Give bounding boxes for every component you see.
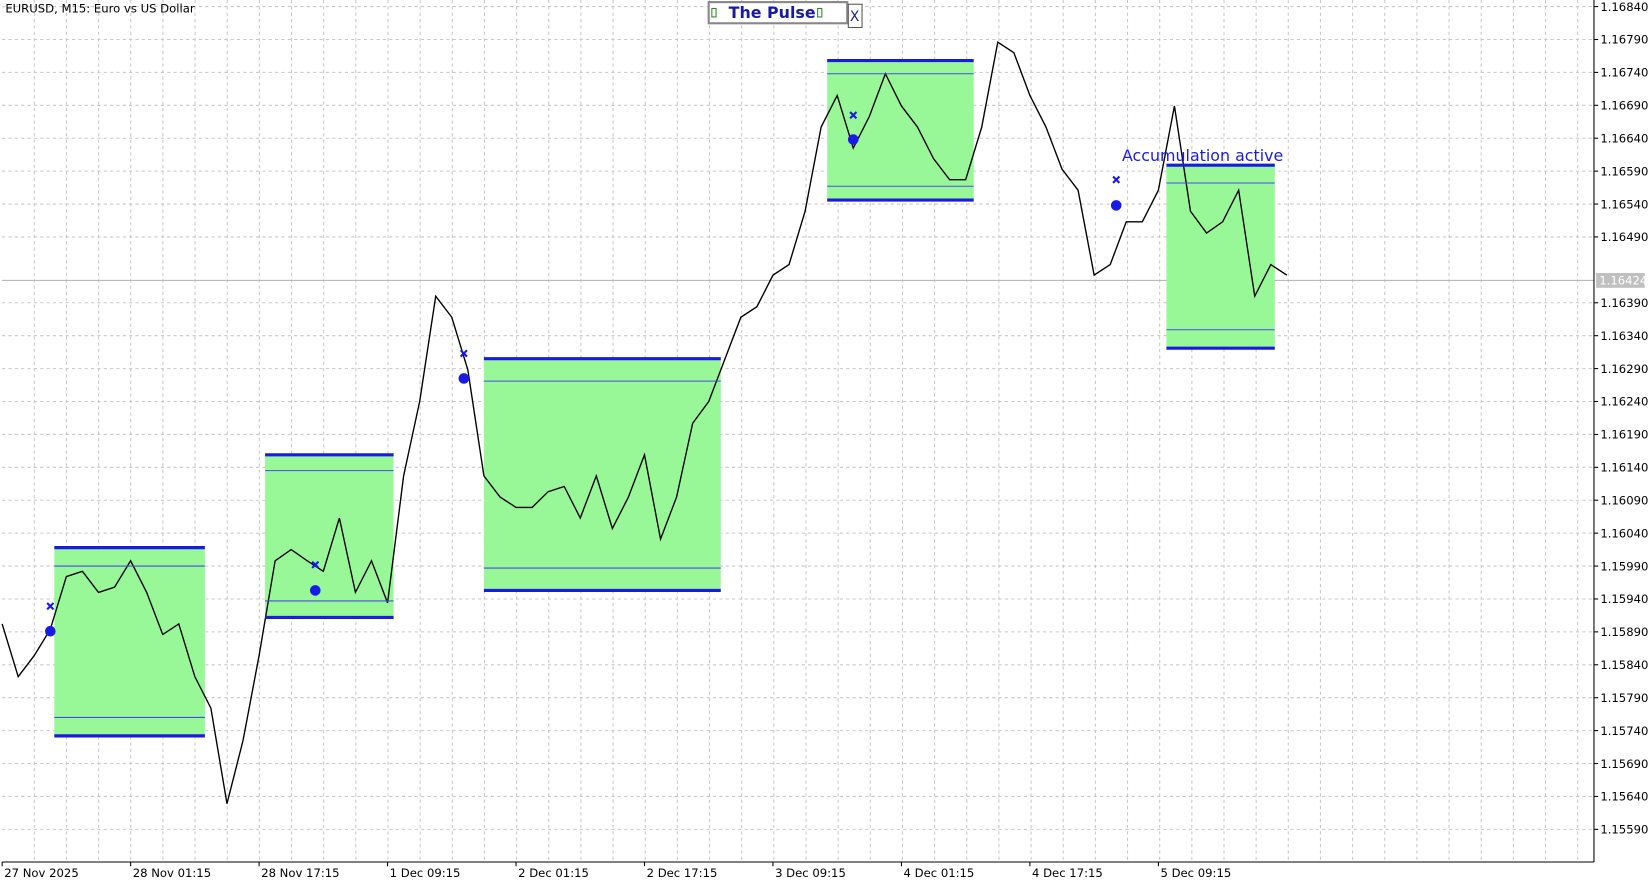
y-tick-label: 1.15640: [1600, 790, 1648, 804]
x-tick-label: 1 Dec 09:15: [390, 866, 461, 880]
close-button[interactable]: X: [850, 9, 859, 25]
x-tick-label: 28 Nov 17:15: [261, 866, 339, 880]
y-tick-label: 1.15890: [1600, 625, 1648, 639]
signal-cross: [311, 560, 320, 569]
y-tick-label: 1.16790: [1600, 33, 1648, 47]
y-tick-label: 1.15940: [1600, 592, 1648, 606]
signal-cross: [849, 111, 858, 120]
entry-dot: [847, 134, 859, 145]
annotation: Accumulation active: [1122, 146, 1283, 165]
zone: [54, 547, 205, 736]
price-layer: [1, 40, 1288, 804]
y-tick-label: 1.15790: [1600, 691, 1648, 705]
entry-dot: [310, 585, 321, 596]
y-tick-label: 1.16840: [1600, 0, 1648, 14]
x-tick-label: 5 Dec 09:15: [1160, 866, 1231, 880]
y-tick-label: 1.16240: [1600, 395, 1648, 409]
x-tick-label: 28 Nov 01:15: [133, 866, 211, 880]
panel-box: [707, 1, 849, 25]
x-tick-label: 27 Nov 2025: [4, 866, 78, 880]
y-tick-label: 1.15590: [1600, 823, 1648, 837]
x-tick-label: 2 Dec 01:15: [518, 866, 589, 880]
x-tick-label: 3 Dec 09:15: [775, 866, 846, 880]
grid: [2, 0, 1594, 863]
y-tick-label: 1.16690: [1600, 99, 1648, 113]
y-tick-label: 1.15740: [1600, 724, 1648, 738]
y-tick-label: 1.16640: [1600, 131, 1648, 145]
panel-icon: [711, 7, 717, 18]
price-line: [1, 40, 1288, 804]
entry-dot: [1110, 200, 1122, 211]
y-tick-label: 1.16140: [1600, 461, 1648, 475]
y-tick-label: 1.16190: [1600, 428, 1648, 442]
y-tick-label: 1.16590: [1600, 164, 1648, 178]
x-tick-label: 4 Dec 01:15: [904, 866, 975, 880]
signal-cross: [1112, 175, 1121, 184]
entry-dot: [458, 373, 470, 384]
y-tick-label: 1.16540: [1600, 197, 1648, 211]
y-tick-label: 1.15840: [1600, 658, 1648, 672]
y-tick-label: 1.16390: [1600, 296, 1648, 310]
close-box[interactable]: [847, 3, 863, 29]
chart-title: EURUSD, M15: Euro vs US Dollar: [5, 2, 195, 16]
y-tick-label: 1.15690: [1600, 757, 1648, 771]
zone: [483, 358, 721, 591]
signal-cross: [46, 602, 55, 611]
entry-dot: [45, 625, 56, 637]
x-tick-label: 2 Dec 17:15: [647, 866, 718, 880]
zone: [265, 454, 394, 618]
x-tick-label: 4 Dec 17:15: [1032, 866, 1103, 880]
panel-icon: [817, 7, 823, 18]
zone: [827, 60, 974, 201]
y-tick-label: 1.15990: [1600, 559, 1648, 573]
y-tick-label: 1.16490: [1600, 230, 1648, 244]
zone: [1166, 165, 1275, 349]
y-tick-label: 1.16740: [1600, 66, 1648, 80]
y-tick-label: 1.16340: [1600, 329, 1648, 343]
y-tick-label: 1.16290: [1600, 362, 1648, 376]
zones: [54, 60, 1275, 736]
y-tick-label: 1.16090: [1600, 493, 1648, 507]
y-tick-label: 1.16040: [1600, 526, 1648, 540]
signals: Accumulation active: [45, 58, 1283, 738]
current-price-label: 1.16424: [1599, 274, 1647, 288]
current-price-box: [1596, 272, 1645, 288]
panel-title: The Pulse: [729, 3, 816, 22]
pulse-panel: The Pulse X: [707, 1, 863, 29]
signal-cross: [459, 349, 468, 358]
